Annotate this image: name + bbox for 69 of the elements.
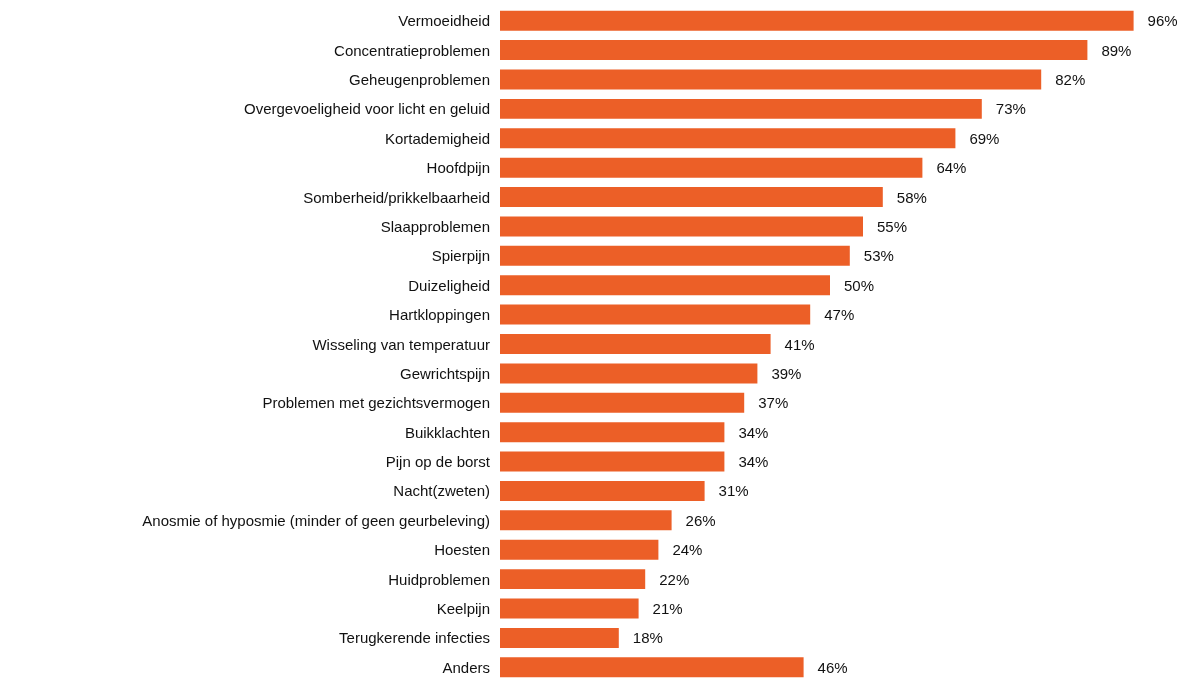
data-label: 34% [738, 423, 769, 441]
bar [500, 598, 639, 619]
y-tick-label: Duizeligheid [408, 276, 490, 294]
y-tick-label: Nacht(zweten) [393, 482, 490, 500]
data-label: 41% [784, 335, 815, 353]
data-label: 53% [863, 247, 894, 265]
data-label: 73% [995, 100, 1026, 118]
y-tick-label: Hartkloppingen [389, 306, 490, 324]
data-label: 22% [659, 570, 690, 588]
y-tick-label: Problemen met gezichtsvermogen [262, 394, 490, 412]
data-label: 64% [936, 159, 967, 177]
y-tick-label: Terugkerende infecties [339, 629, 490, 647]
y-tick-label: Overgevoeligheid voor licht en geluid [244, 100, 490, 118]
y-tick-label: Geheugenproblemen [349, 70, 490, 88]
bar [500, 40, 1088, 61]
bar [500, 480, 705, 501]
bar [500, 334, 771, 354]
y-tick-label: Anders [442, 658, 490, 676]
y-tick-label: Keelpijn [436, 600, 490, 618]
bar [500, 422, 725, 443]
bar [500, 510, 672, 531]
data-label: 50% [844, 276, 875, 294]
bar [500, 363, 758, 384]
y-tick-label: Huidproblemen [388, 570, 490, 588]
bar [500, 304, 811, 325]
data-label: 47% [824, 306, 855, 324]
data-label: 58% [896, 188, 927, 206]
y-tick-label: Buikklachten [404, 423, 490, 441]
bar [500, 98, 982, 119]
y-tick-label: Concentratieproblemen [334, 41, 490, 59]
bar [500, 157, 923, 178]
y-tick-label: Kortademigheid [384, 129, 490, 147]
bar [500, 187, 883, 208]
y-tick-label: Anosmie of hyposmie (minder of geen geurbeleving) [142, 511, 490, 529]
data-label: 37% [758, 394, 789, 412]
data-label: 26% [685, 511, 716, 529]
bar [500, 275, 830, 296]
y-tick-label: Somberheid/prikkelbaarheid [303, 188, 490, 206]
bar [500, 539, 659, 560]
y-tick-label: Pijn op de borst [385, 453, 491, 471]
data-label: 31% [718, 482, 749, 500]
bar [500, 627, 619, 648]
bar [500, 216, 863, 237]
bar [500, 69, 1042, 90]
data-label: 21% [652, 600, 683, 618]
data-label: 18% [632, 629, 663, 647]
y-tick-label: Gewrichtspijn [399, 364, 490, 382]
y-tick-label: Vermoeidheid [398, 12, 490, 30]
data-label: 89% [1101, 41, 1132, 59]
data-label: 82% [1055, 70, 1086, 88]
bar [500, 657, 804, 678]
bar [500, 245, 850, 266]
data-label: 24% [672, 541, 703, 559]
data-label: 55% [877, 217, 908, 235]
y-tick-label: Wisseling van temperatuur [312, 335, 490, 353]
bar [500, 10, 1134, 31]
data-label: 34% [738, 453, 769, 471]
y-tick-label: Hoofdpijn [426, 159, 490, 177]
data-label: 96% [1147, 12, 1178, 30]
data-label: 46% [817, 658, 848, 676]
y-tick-label: Spierpijn [431, 247, 490, 265]
bar [500, 392, 745, 413]
y-tick-label: Hoesten [434, 541, 490, 559]
bar [500, 451, 725, 472]
data-label: 39% [771, 364, 802, 382]
data-label: 69% [969, 129, 1000, 147]
bar [500, 569, 646, 590]
y-tick-label: Slaapproblemen [380, 217, 490, 235]
bar [500, 128, 956, 149]
